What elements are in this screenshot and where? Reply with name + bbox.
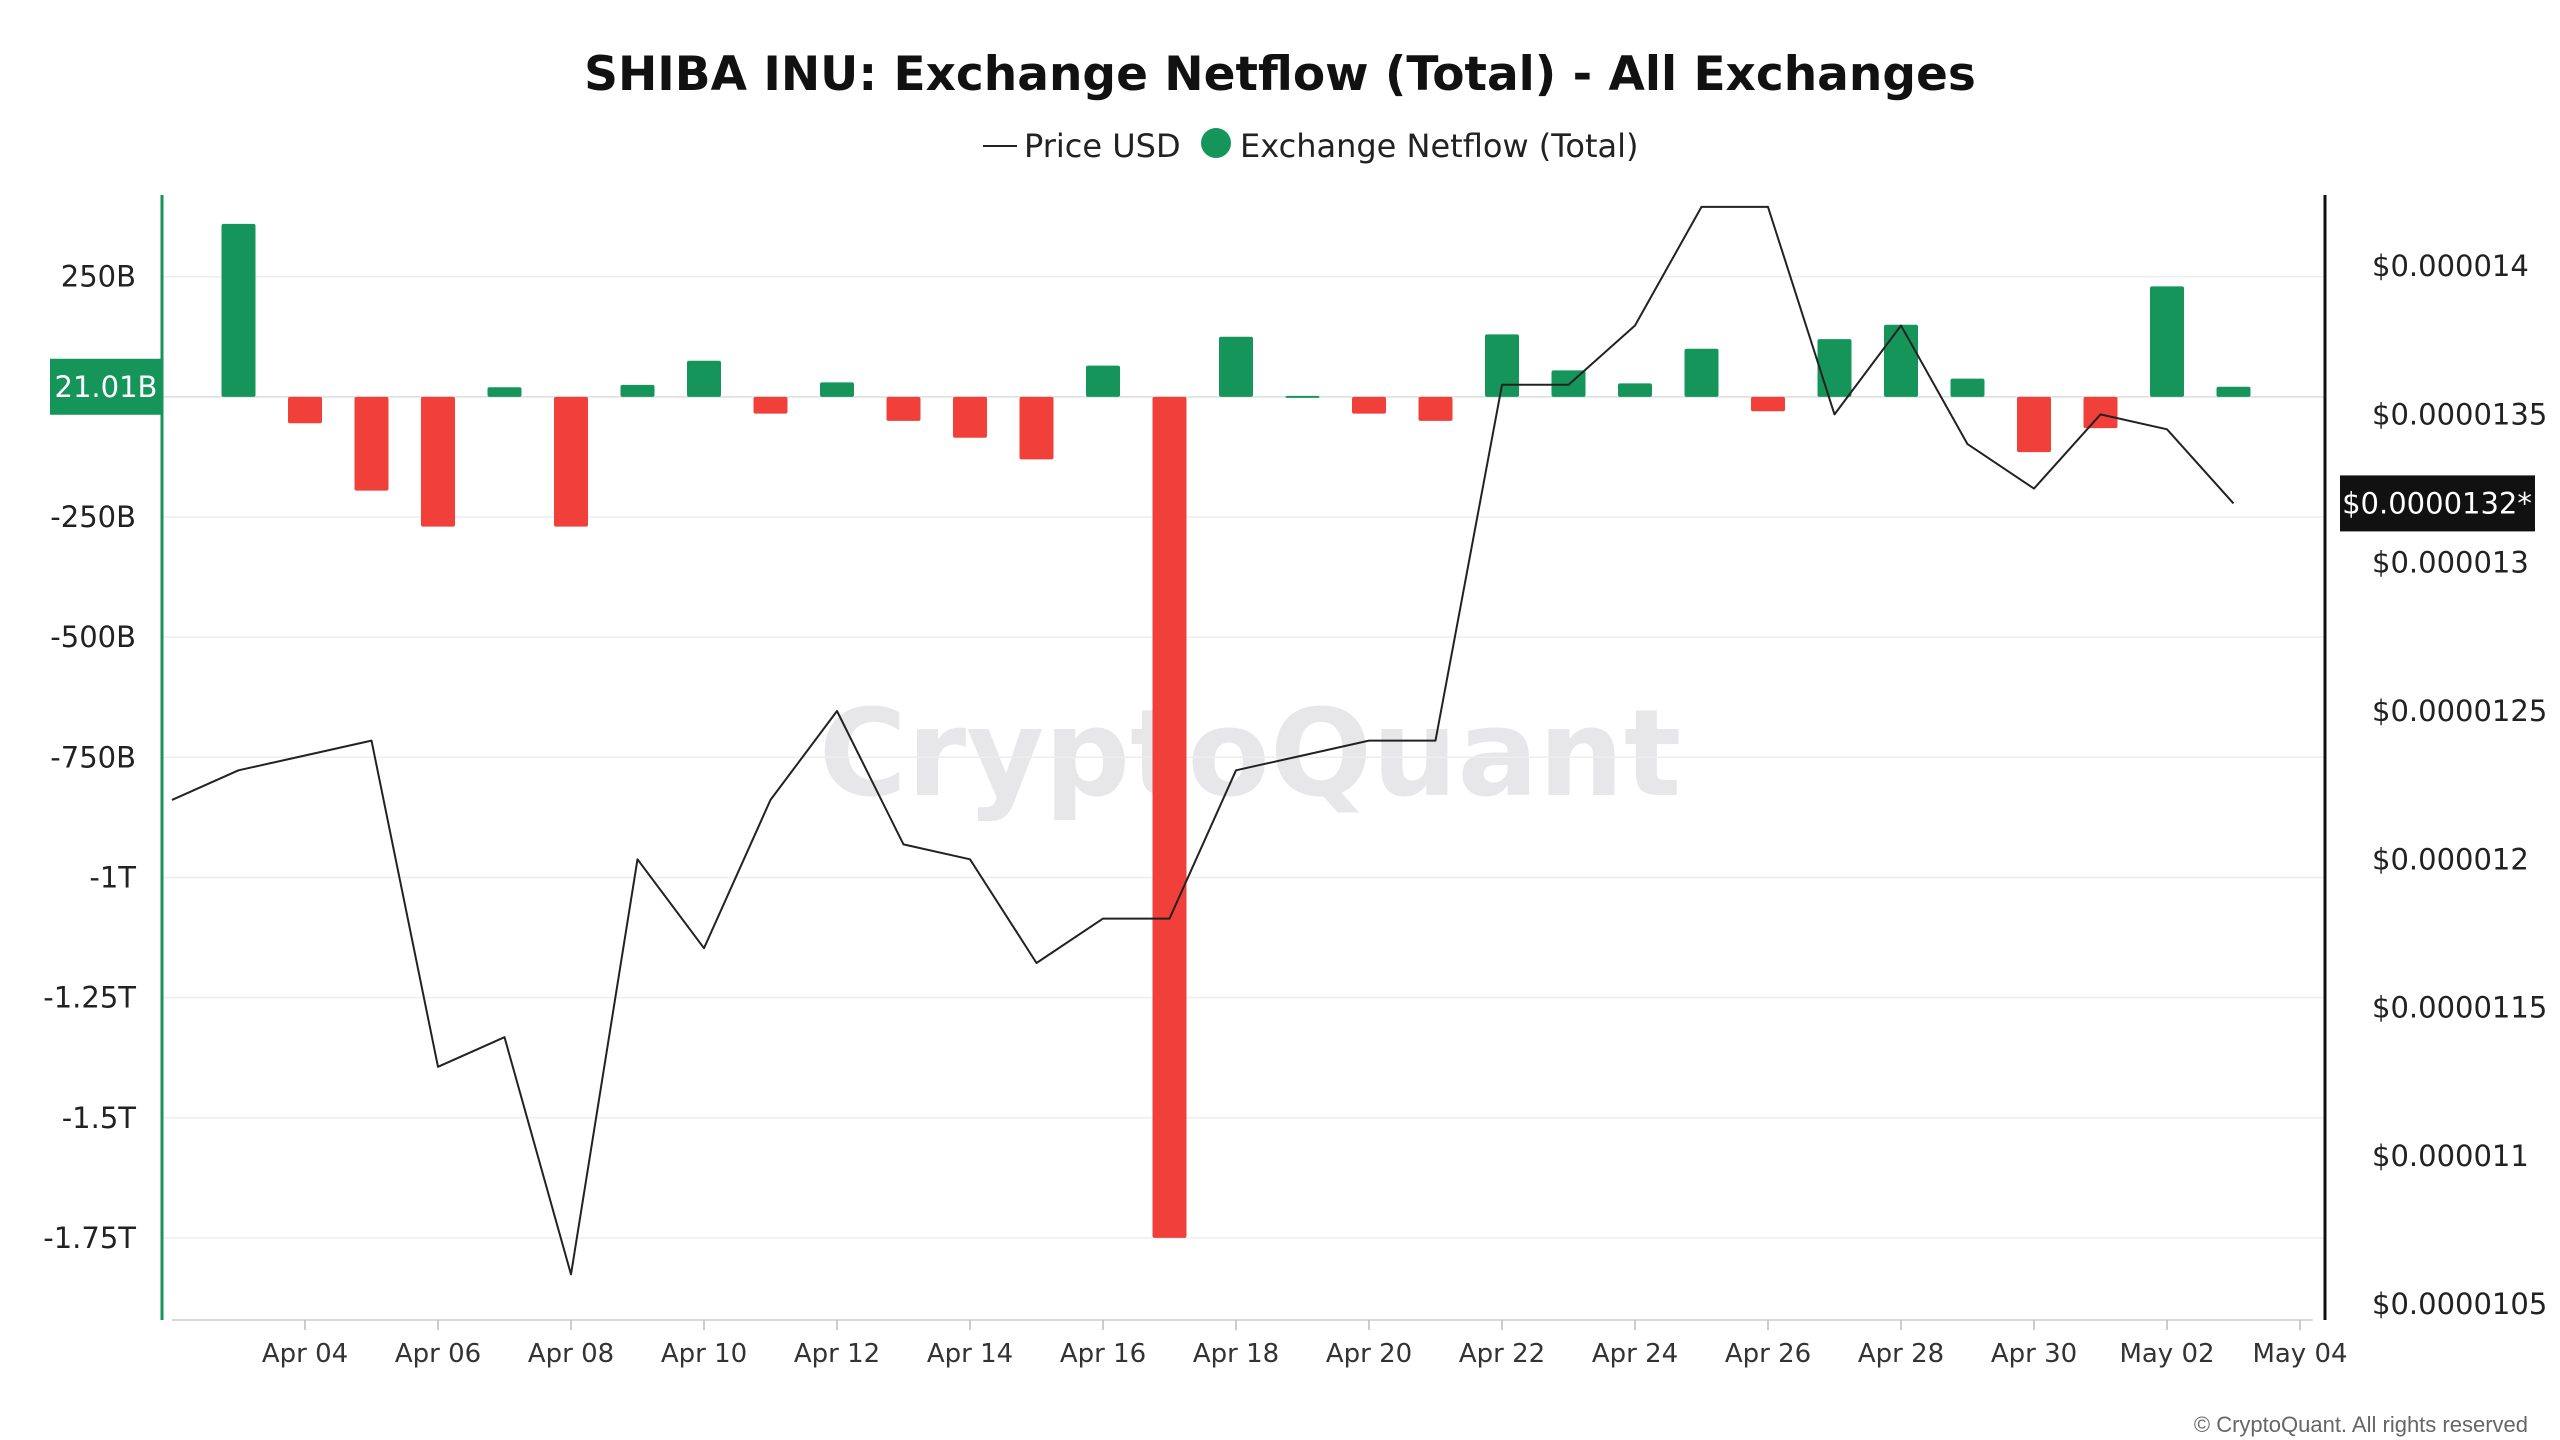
right-tick-label: $0.0000105	[2372, 1287, 2547, 1321]
netflow-bar	[1618, 383, 1652, 397]
x-tick-label: Apr 28	[1858, 1339, 1944, 1369]
netflow-bar	[1219, 336, 1253, 397]
netflow-bar	[2083, 396, 2118, 429]
current-netflow-value: 21.01B	[55, 370, 158, 404]
chart-title: SHIBA INU: Exchange Netflow (Total) - Al…	[584, 47, 1976, 102]
netflow-bar	[886, 396, 921, 421]
netflow-bar	[1352, 396, 1386, 414]
left-tick-label: -250B	[50, 500, 136, 534]
netflow-bar	[221, 223, 256, 397]
x-tick-label: May 02	[2119, 1339, 2214, 1369]
right-tick-label: $0.000012	[2372, 842, 2529, 876]
netflow-bar	[288, 396, 322, 424]
x-tick-label: Apr 18	[1193, 1339, 1279, 1369]
left-tick-label: -1.25T	[43, 981, 136, 1015]
current-price-value: $0.0000132*	[2342, 486, 2532, 520]
x-tick-label: Apr 22	[1459, 1339, 1545, 1369]
netflow-bar	[354, 396, 389, 491]
netflow-bar	[1418, 396, 1453, 421]
x-tick-label: Apr 04	[262, 1339, 348, 1369]
netflow-bar	[753, 396, 788, 414]
x-tick-label: Apr 06	[395, 1339, 481, 1369]
x-tick-label: Apr 16	[1060, 1339, 1146, 1369]
x-tick-label: Apr 30	[1991, 1339, 2077, 1369]
right-tick-label: $0.0000125	[2372, 694, 2547, 728]
x-tick-label: Apr 24	[1592, 1339, 1678, 1369]
netflow-bar	[1884, 324, 1918, 397]
netflow-bar	[820, 382, 854, 397]
netflow-bar	[620, 384, 655, 397]
x-tick-label: Apr 14	[927, 1339, 1013, 1369]
left-tick-label: 250B	[61, 260, 136, 294]
left-tick-label: -1.5T	[62, 1101, 137, 1135]
netflow-bar	[1485, 334, 1519, 397]
left-axis-ticks: 250B -250B -500B -750B -1T -1.25T -1.5T -1.75T	[43, 260, 136, 1255]
copyright: © CryptoQuant. All rights reserved	[2194, 1412, 2528, 1437]
netflow-bars	[221, 223, 2251, 1238]
watermark: CryptoQuant	[819, 685, 1681, 824]
right-tick-label: $0.0000115	[2372, 991, 2547, 1025]
netflow-bar	[1684, 348, 1719, 397]
x-tick-label: Apr 26	[1725, 1339, 1811, 1369]
x-axis-ticks: Apr 04 Apr 06 Apr 08 Apr 10 Apr 12 Apr 14 Apr …	[262, 1320, 2348, 1369]
x-tick-label: Apr 10	[661, 1339, 747, 1369]
legend-netflow-label: Exchange Netflow (Total)	[1240, 127, 1638, 165]
legend: Price USD Exchange Netflow (Total)	[983, 127, 1638, 165]
price-line	[171, 205, 2235, 1276]
netflow-bar	[1817, 339, 1852, 397]
netflow-bar	[1751, 396, 1785, 412]
right-tick-label: $0.000013	[2372, 546, 2529, 580]
netflow-bar	[421, 396, 455, 527]
netflow-bar	[2017, 396, 2051, 453]
x-tick-label: Apr 08	[528, 1339, 614, 1369]
netflow-bar	[1152, 396, 1187, 1238]
netflow-bar	[953, 396, 987, 438]
current-netflow-badge-bg	[50, 358, 162, 415]
legend-price-label: Price USD	[1024, 127, 1181, 165]
netflow-bar	[554, 396, 588, 527]
x-tick-label: Apr 12	[794, 1339, 880, 1369]
legend-netflow-swatch	[1201, 128, 1231, 158]
left-tick-label: -500B	[50, 620, 136, 654]
current-netflow-badge: 21.01B	[50, 358, 162, 415]
netflow-bar	[2216, 386, 2251, 397]
netflow-bar	[487, 387, 522, 397]
netflow-bar	[2150, 286, 2184, 397]
netflow-bar	[687, 360, 721, 397]
netflow-bar	[1019, 396, 1054, 460]
current-price-badge-bg	[2340, 475, 2535, 532]
right-tick-label: $0.000014	[2372, 249, 2529, 283]
netflow-bar	[1086, 365, 1120, 397]
left-tick-label: -1T	[89, 860, 136, 894]
right-tick-label: $0.0000135	[2372, 397, 2547, 431]
right-tick-label: $0.000011	[2372, 1139, 2529, 1173]
right-axis-ticks: $0.000014 $0.0000135 $0.000013 $0.0000125 $0…	[2372, 249, 2547, 1321]
current-price-badge: $0.0000132*	[2340, 475, 2535, 532]
price-line-layer	[171, 205, 2235, 1276]
netflow-bar	[1950, 378, 1985, 397]
x-tick-label: Apr 20	[1326, 1339, 1412, 1369]
netflow-bar	[1285, 395, 1320, 398]
grid	[162, 275, 2325, 1239]
left-tick-label: -750B	[50, 740, 136, 774]
x-tick-label: May 04	[2252, 1339, 2347, 1369]
left-tick-label: -1.75T	[43, 1221, 136, 1255]
